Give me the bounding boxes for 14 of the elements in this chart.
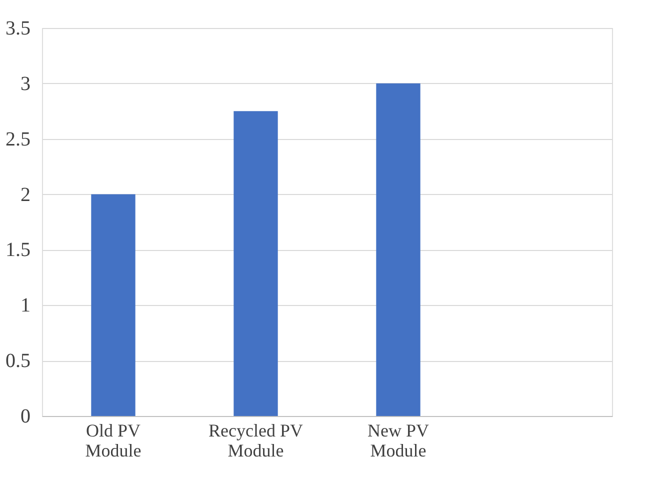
- bar: [234, 111, 278, 416]
- x-tick-label: Old PV Module: [85, 420, 142, 460]
- y-tick-label: 3: [20, 72, 30, 95]
- x-tick-label: New PV Module: [368, 420, 429, 460]
- y-tick-label: 0: [20, 406, 30, 428]
- bar: [91, 194, 136, 416]
- y-tick-label: 3.5: [6, 18, 30, 40]
- bar: [376, 83, 420, 416]
- y-tick-label: 1.5: [6, 239, 30, 262]
- y-tick-label: 0.5: [6, 350, 30, 372]
- y-tick-label: 2: [20, 184, 30, 206]
- y-tick-label: 1: [20, 294, 30, 317]
- x-tick-label: Recycled PV Module: [208, 420, 303, 460]
- y-tick-label: 2.5: [6, 128, 30, 150]
